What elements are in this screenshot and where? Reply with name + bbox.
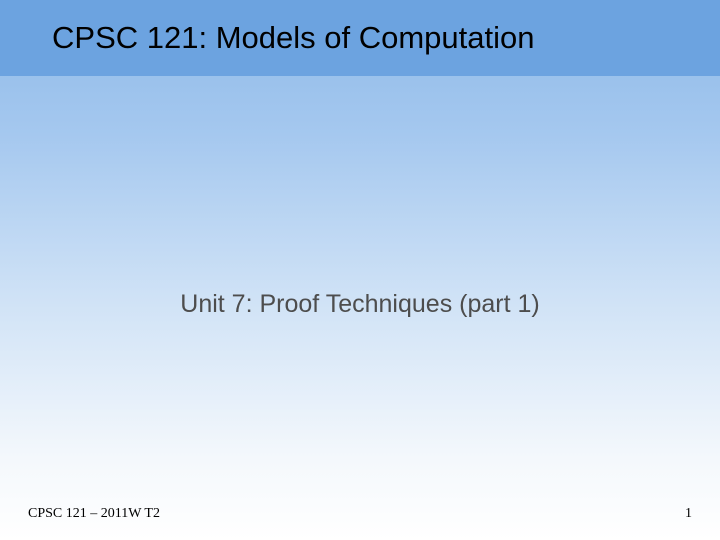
footer: CPSC 121 – 2011W T2 1 [0, 506, 720, 522]
footer-page-number: 1 [685, 506, 692, 522]
slide-subtitle: Unit 7: Proof Techniques (part 1) [0, 290, 720, 319]
footer-left-text: CPSC 121 – 2011W T2 [28, 506, 160, 522]
course-title: CPSC 121: Models of Computation [52, 20, 534, 56]
header-bar: CPSC 121: Models of Computation [0, 0, 720, 76]
slide-container: CPSC 121: Models of Computation Unit 7: … [0, 0, 720, 540]
